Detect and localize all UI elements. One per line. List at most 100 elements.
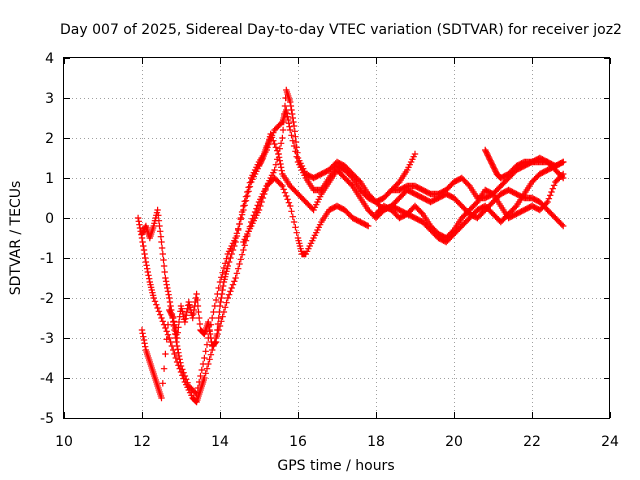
data-point bbox=[288, 208, 295, 215]
data-point bbox=[159, 318, 166, 325]
data-point bbox=[177, 362, 185, 370]
data-point bbox=[194, 302, 202, 310]
data-points bbox=[134, 86, 567, 406]
x-tick-label: 10 bbox=[55, 434, 73, 450]
data-point bbox=[271, 166, 278, 174]
data-point bbox=[214, 326, 221, 334]
data-point bbox=[232, 238, 239, 246]
data-point bbox=[229, 281, 237, 288]
data-point bbox=[174, 329, 181, 336]
data-point bbox=[158, 238, 165, 246]
y-tick-label: -3 bbox=[40, 331, 54, 347]
data-point bbox=[290, 122, 298, 130]
data-point bbox=[292, 224, 299, 231]
data-point bbox=[134, 214, 142, 222]
data-point bbox=[232, 274, 239, 282]
data-point bbox=[270, 137, 277, 144]
y-tick-label: 4 bbox=[45, 51, 54, 67]
data-point bbox=[142, 254, 149, 262]
data-point bbox=[411, 150, 419, 158]
data-point bbox=[228, 250, 235, 258]
data-point bbox=[242, 193, 250, 200]
data-point bbox=[142, 343, 149, 350]
data-point bbox=[220, 282, 227, 290]
data-point bbox=[281, 102, 289, 110]
data-point bbox=[142, 258, 150, 266]
data-point bbox=[288, 132, 295, 139]
data-point bbox=[180, 369, 187, 376]
data-point bbox=[279, 134, 286, 142]
data-point bbox=[241, 242, 248, 249]
data-point bbox=[202, 370, 209, 377]
data-point bbox=[545, 195, 553, 202]
y-tick-label: -5 bbox=[40, 411, 54, 427]
data-point bbox=[246, 179, 254, 186]
data-point bbox=[258, 198, 265, 206]
data-point bbox=[167, 302, 174, 310]
data-point bbox=[206, 326, 213, 334]
axis-ticks bbox=[64, 58, 611, 419]
data-point bbox=[547, 192, 554, 199]
data-point bbox=[548, 188, 555, 196]
data-point bbox=[203, 365, 211, 372]
data-point bbox=[140, 333, 147, 340]
data-point bbox=[289, 213, 296, 220]
data-point bbox=[240, 202, 247, 210]
data-point bbox=[543, 200, 550, 207]
data-point bbox=[449, 228, 456, 235]
data-point bbox=[197, 372, 204, 380]
data-point bbox=[288, 106, 295, 114]
data-point bbox=[287, 98, 294, 106]
data-point bbox=[212, 296, 220, 304]
data-point bbox=[283, 192, 290, 200]
data-point bbox=[231, 242, 238, 250]
data-point bbox=[220, 264, 228, 272]
data-point bbox=[271, 140, 278, 148]
data-point bbox=[139, 330, 146, 337]
data-point bbox=[164, 288, 172, 295]
data-point bbox=[293, 229, 300, 236]
data-point bbox=[183, 308, 190, 316]
data-point bbox=[261, 190, 268, 198]
data-point bbox=[285, 199, 293, 206]
data-point bbox=[150, 294, 157, 302]
x-axis-label: GPS time / hours bbox=[277, 458, 394, 474]
data-point bbox=[151, 298, 159, 305]
y-tick-label: 3 bbox=[45, 91, 54, 107]
data-point bbox=[139, 238, 146, 246]
data-point bbox=[558, 173, 566, 180]
data-point bbox=[202, 348, 209, 355]
grid-lines bbox=[64, 58, 610, 418]
data-point bbox=[153, 301, 160, 308]
data-point bbox=[274, 156, 281, 163]
data-point bbox=[190, 310, 197, 318]
data-point bbox=[284, 113, 291, 120]
data-point bbox=[167, 338, 174, 346]
data-point bbox=[472, 200, 480, 207]
data-point bbox=[224, 294, 231, 302]
data-point bbox=[205, 322, 213, 330]
data-point bbox=[156, 222, 163, 230]
data-point bbox=[154, 206, 161, 214]
data-point bbox=[257, 202, 264, 210]
data-point bbox=[291, 128, 298, 135]
data-point bbox=[206, 356, 213, 363]
data-point bbox=[181, 372, 189, 380]
data-point bbox=[280, 118, 287, 126]
data-point bbox=[175, 352, 183, 360]
data-point bbox=[229, 246, 237, 254]
data-point bbox=[171, 350, 178, 358]
y-axis-label: SDTVAR / TECUs bbox=[8, 181, 24, 296]
data-point bbox=[171, 321, 178, 328]
data-point bbox=[259, 194, 267, 202]
data-point bbox=[245, 184, 252, 191]
data-point bbox=[348, 181, 355, 188]
data-point bbox=[241, 198, 248, 205]
data-point bbox=[222, 304, 229, 311]
data-point bbox=[272, 161, 280, 168]
data-point bbox=[281, 189, 289, 196]
data-point bbox=[418, 209, 425, 216]
data-point bbox=[238, 208, 246, 216]
data-point bbox=[183, 376, 190, 383]
plot-frame bbox=[63, 57, 610, 419]
